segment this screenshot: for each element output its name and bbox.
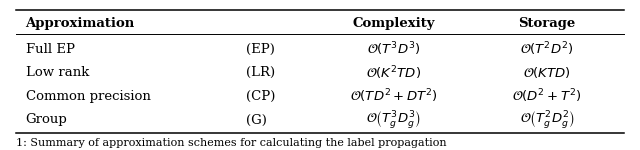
Text: Full EP: Full EP	[26, 43, 75, 56]
Text: Storage: Storage	[518, 17, 576, 30]
Text: Low rank: Low rank	[26, 66, 89, 79]
Text: $\mathcal{O}\left(TD^2+DT^2\right)$: $\mathcal{O}\left(TD^2+DT^2\right)$	[349, 87, 438, 105]
Text: (G): (G)	[246, 114, 268, 126]
Text: $\mathcal{O}\left(K^2TD\right)$: $\mathcal{O}\left(K^2TD\right)$	[366, 64, 421, 82]
Text: (CP): (CP)	[246, 90, 276, 103]
Text: (LR): (LR)	[246, 66, 276, 79]
Text: 1: Summary of approximation schemes for calculating the label propagation: 1: Summary of approximation schemes for …	[16, 138, 447, 148]
Text: Complexity: Complexity	[353, 17, 435, 30]
Text: $\mathcal{O}\left(T^2D^2\right)$: $\mathcal{O}\left(T^2D^2\right)$	[520, 40, 574, 58]
Text: Group: Group	[26, 114, 67, 126]
Text: $\mathcal{O}\left(T_g^2D_g^2\right)$: $\mathcal{O}\left(T_g^2D_g^2\right)$	[520, 109, 575, 131]
Text: Approximation: Approximation	[26, 17, 135, 30]
Text: $\mathcal{O}\left(KTD\right)$: $\mathcal{O}\left(KTD\right)$	[524, 65, 571, 80]
Text: $\mathcal{O}\left(T_g^3D_g^3\right)$: $\mathcal{O}\left(T_g^3D_g^3\right)$	[366, 109, 421, 131]
Text: (EP): (EP)	[246, 43, 275, 56]
Text: Common precision: Common precision	[26, 90, 150, 103]
Text: $\mathcal{O}\left(D^2+T^2\right)$: $\mathcal{O}\left(D^2+T^2\right)$	[513, 87, 582, 105]
Text: $\mathcal{O}\left(T^3D^3\right)$: $\mathcal{O}\left(T^3D^3\right)$	[367, 40, 420, 58]
